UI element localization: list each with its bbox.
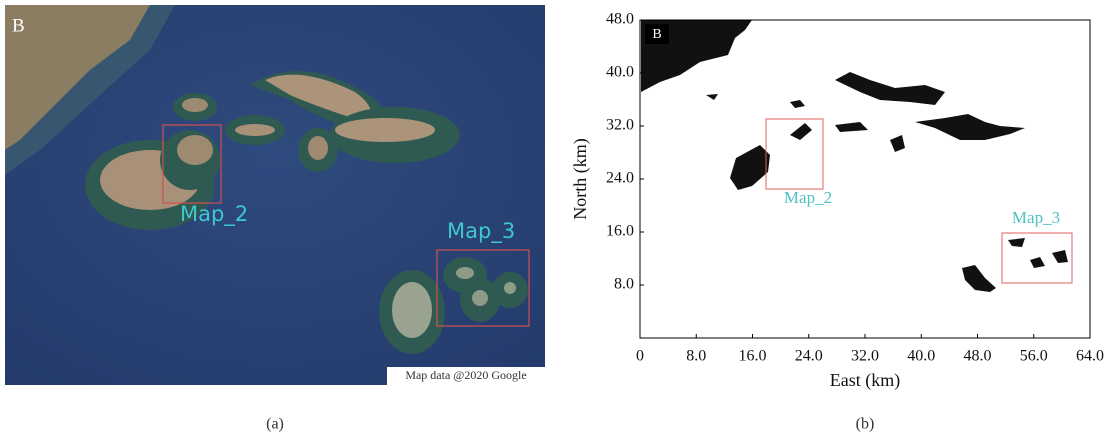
box-label: Map_3 <box>447 219 515 244</box>
y-tick-label: 40.0 <box>606 64 634 81</box>
caption: (a) <box>266 416 284 433</box>
y-tick-label: 8.0 <box>614 276 634 293</box>
map-credit: Map data @2020 Google <box>405 368 526 382</box>
box-label: Map_3 <box>1012 208 1060 227</box>
x-tick-label: 24.0 <box>795 348 823 365</box>
y-tick-label: 48.0 <box>606 11 634 28</box>
panel-label: B <box>12 15 25 36</box>
plot-frame <box>640 20 1090 338</box>
x-axis-label: East (km) <box>830 370 900 391</box>
box-label: Map_2 <box>180 202 248 227</box>
x-tick-label: 48.0 <box>964 348 992 365</box>
x-tick-label: 56.0 <box>1020 348 1048 365</box>
x-tick-label: 16.0 <box>739 348 767 365</box>
x-tick-label: 40.0 <box>907 348 935 365</box>
figure: B Map_2 Map_3 Map data @2020 Google (a) … <box>0 0 1110 438</box>
x-tick-label: 0 <box>636 348 644 365</box>
y-axis-label: North (km) <box>570 138 591 219</box>
y-tick-label: 32.0 <box>606 117 634 134</box>
map-box <box>766 119 823 189</box>
y-tick-label: 24.0 <box>606 170 634 187</box>
y-tick-label: 16.0 <box>606 223 634 240</box>
binary-map <box>641 20 1068 292</box>
x-tick-label: 8.0 <box>686 348 706 365</box>
caption: (b) <box>856 416 875 433</box>
box-label: Map_2 <box>784 188 832 207</box>
panel-label: B <box>652 27 661 42</box>
satellite-image <box>5 5 545 385</box>
x-tick-label: 64.0 <box>1076 348 1104 365</box>
x-tick-label: 32.0 <box>851 348 879 365</box>
